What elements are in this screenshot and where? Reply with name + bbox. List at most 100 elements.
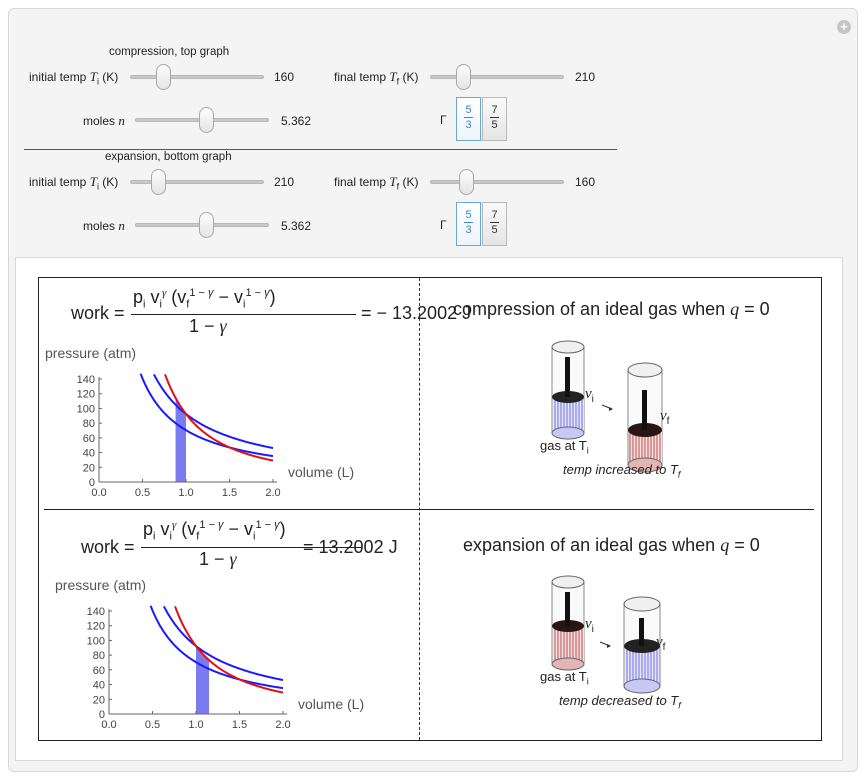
top-pressure-volume-plot: pressure (atm) 0 20 40 60 80 100 120 140 0.0 0.5 1.…: [45, 345, 354, 499]
gamma-denominator: 3: [465, 119, 472, 131]
gamma-numerator: 7: [491, 104, 498, 116]
work-result: = 13.2002 J: [303, 537, 398, 557]
top-compression-illustration: [551, 340, 663, 473]
bottom-illus-temp-label: temp decreased to Tf: [559, 693, 681, 711]
options-plus-icon[interactable]: +: [837, 20, 851, 34]
expansion-final-temp-label: final temp Tf (K): [334, 174, 419, 192]
y-tick-label: 20: [83, 462, 95, 474]
compression-moles-value: 5.362: [281, 114, 312, 128]
top-work-formula: work = pi viγ (vf1 − γ − vi1 − γ) 1 − γ …: [71, 287, 471, 337]
controls-separator: [24, 149, 617, 150]
expansion-moles-thumb[interactable]: [199, 212, 215, 238]
bottom-title: expansion of an ideal gas when q = 0: [463, 535, 760, 555]
y-tick-label: 40: [83, 448, 95, 460]
shaded-work-region: [175, 397, 186, 482]
top-title: compression of an ideal gas when q = 0: [453, 299, 770, 319]
x-tick-label: 2.0: [275, 719, 290, 731]
adiabat-curve-2: [174, 606, 284, 694]
y-tick-label: 140: [87, 606, 105, 618]
compression-gamma-label: Γ: [440, 113, 447, 127]
bottom-illus-vi-label: vi: [585, 616, 594, 635]
shaded-work-region: [196, 646, 210, 714]
x-axis-label: volume (L): [298, 696, 364, 712]
top-illus-vf-label: vf: [660, 408, 670, 427]
expansion-final-temp-slider[interactable]: [430, 180, 564, 184]
expansion-initial-temp-thumb[interactable]: [151, 169, 167, 195]
x-tick-label: 1.0: [178, 487, 193, 499]
isotherm-curve-1: [153, 373, 274, 449]
gamma-numerator: 5: [465, 104, 472, 116]
expansion-section-label: expansion, bottom graph: [105, 151, 232, 163]
formula-denominator: 1 − γ: [199, 549, 237, 569]
expansion-moles-value: 5.362: [281, 219, 312, 233]
y-tick-label: 120: [87, 621, 105, 633]
compression-moles-label: moles n: [83, 113, 125, 128]
compression-final-temp-slider[interactable]: [430, 75, 564, 79]
expansion-final-temp-value: 160: [575, 175, 596, 189]
formula-numerator: pi viγ (vf1 − γ − vi1 − γ): [143, 519, 286, 543]
work-label: work =: [81, 537, 135, 557]
x-axis-label: volume (L): [288, 464, 354, 480]
compression-final-temp-label: final temp Tf (K): [334, 69, 419, 87]
compression-final-temp-value: 210: [575, 70, 596, 84]
top-illus-gas-label: gas at Ti: [540, 438, 589, 456]
isotherm-curve-1: [163, 605, 284, 681]
compression-initial-temp-thumb[interactable]: [156, 64, 172, 90]
bottom-work-formula: work = pi viγ (vf1 − γ − vi1 − γ) 1 − γ …: [81, 519, 411, 569]
x-tick-label: 0.5: [145, 719, 160, 731]
x-tick-label: 1.5: [232, 719, 247, 731]
compression-initial-temp-slider[interactable]: [130, 75, 264, 79]
bottom-pressure-volume-plot: pressure (atm) 0 20 40 60 80 100 120 140 0.0 0.5 1.…: [55, 577, 364, 731]
x-tick-label: 2.0: [265, 487, 280, 499]
output-grid: [38, 277, 822, 741]
y-axis-label: pressure (atm): [55, 577, 146, 593]
expansion-initial-temp-label: initial temp Ti (K): [29, 174, 119, 192]
y-tick-label: 100: [87, 635, 105, 647]
row-divider: [44, 509, 814, 510]
top-illus-temp-label: temp increased to Tf: [563, 462, 681, 480]
isotherm-curve-0: [139, 373, 274, 458]
formula-denominator: 1 − γ: [189, 316, 227, 336]
y-axis-label: pressure (atm): [45, 345, 136, 361]
y-tick-label: 20: [93, 694, 105, 706]
x-tick-label: 0.0: [91, 487, 106, 499]
adiabat-curve-2: [164, 374, 274, 462]
x-tick-label: 0.5: [135, 487, 150, 499]
y-tick-label: 0: [89, 477, 95, 489]
y-tick-label: 60: [83, 433, 95, 445]
y-tick-label: 100: [77, 403, 95, 415]
expansion-final-temp-thumb[interactable]: [458, 169, 474, 195]
expansion-gamma-label: Γ: [440, 218, 447, 232]
compression-section-label: compression, top graph: [109, 46, 230, 58]
compression-moles-thumb[interactable]: [199, 107, 215, 133]
y-tick-label: 40: [93, 680, 105, 692]
gamma-denominator: 5: [491, 119, 498, 131]
work-result: = − 13.2002 J: [361, 303, 472, 323]
y-tick-label: 120: [77, 389, 95, 401]
gamma-numerator: 5: [465, 209, 472, 221]
x-tick-label: 0.0: [101, 719, 116, 731]
gamma-denominator: 3: [465, 224, 472, 236]
x-tick-label: 1.0: [188, 719, 203, 731]
top-illus-vi-label: vi: [585, 386, 594, 405]
y-tick-label: 80: [83, 418, 95, 430]
expansion-initial-temp-slider[interactable]: [130, 180, 264, 184]
expansion-initial-temp-value: 210: [274, 175, 295, 189]
y-tick-label: 60: [93, 665, 105, 677]
work-label: work =: [71, 303, 125, 323]
compression-final-temp-thumb[interactable]: [456, 64, 472, 90]
y-tick-label: 80: [93, 650, 105, 662]
compression-initial-temp-value: 160: [274, 70, 295, 84]
formula-numerator: pi viγ (vf1 − γ − vi1 − γ): [133, 287, 276, 311]
compression-initial-temp-label: initial temp Ti (K): [29, 69, 119, 87]
expansion-moles-label: moles n: [83, 218, 125, 233]
y-tick-label: 140: [77, 374, 95, 386]
bottom-illus-gas-label: gas at Ti: [540, 669, 589, 687]
bottom-illus-vf-label: vf: [656, 634, 666, 653]
y-tick-label: 0: [99, 709, 105, 721]
gamma-denominator: 5: [491, 224, 498, 236]
